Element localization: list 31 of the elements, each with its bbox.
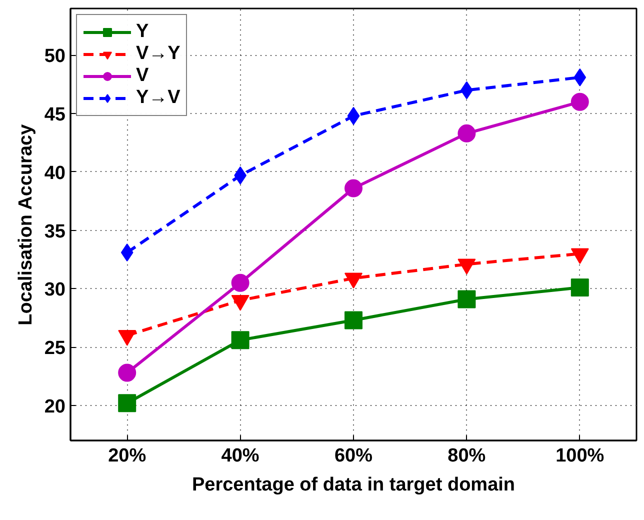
- y-tick-label: 50: [44, 46, 66, 68]
- legend-label: Y: [136, 21, 150, 43]
- point: [574, 68, 586, 86]
- point: [118, 364, 136, 382]
- point: [120, 244, 134, 262]
- x-axis-title: Percentage of data in target domain: [192, 474, 516, 496]
- point: [118, 394, 136, 412]
- point: [570, 92, 589, 111]
- point: [458, 290, 476, 308]
- point: [570, 278, 589, 297]
- legend-label: Y→V: [136, 87, 180, 109]
- x-tick-label: 60%: [334, 446, 373, 466]
- x-tick-label: 80%: [448, 446, 486, 466]
- y-axis-title: Localisation Accuracy: [15, 124, 36, 326]
- point: [458, 124, 476, 142]
- legend-label: V: [136, 65, 150, 87]
- y-tick-label: 45: [44, 104, 66, 126]
- x-tick-label: 40%: [221, 446, 260, 466]
- y-tick-label: 20: [44, 396, 66, 418]
- y-tick-label: 30: [44, 280, 66, 301]
- y-tick-label: 35: [44, 221, 66, 242]
- y-tick-label: 40: [44, 162, 66, 184]
- x-tick-label: 100%: [556, 446, 604, 466]
- point: [231, 331, 250, 350]
- point: [231, 274, 250, 292]
- legend-label: V→Y: [136, 43, 180, 65]
- y-tick-label: 25: [44, 338, 66, 360]
- x-tick-label: 20%: [108, 446, 146, 466]
- point: [344, 179, 362, 198]
- point: [347, 106, 360, 125]
- point: [344, 311, 362, 330]
